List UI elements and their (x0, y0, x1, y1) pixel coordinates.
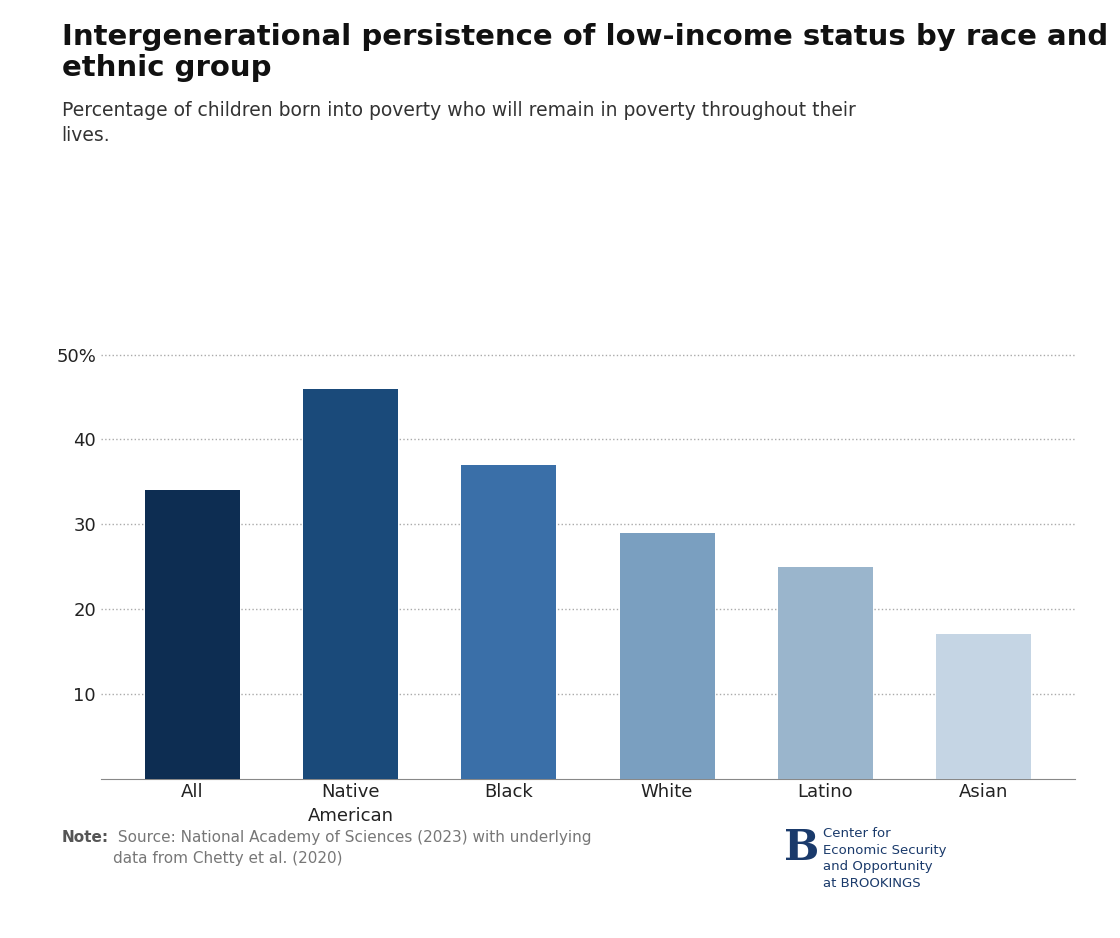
Bar (461, 465, 557, 779)
Text: Percentage of children born into poverty who will remain in poverty throughout t: Percentage of children born into poverty… (62, 101, 856, 120)
Text: Source: National Academy of Sciences (2023) with underlying
data from Chetty et : Source: National Academy of Sciences (20… (113, 830, 591, 866)
Bar (146, 491, 240, 779)
Bar (619, 533, 715, 779)
Text: ethnic group: ethnic group (62, 54, 271, 83)
Text: Intergenerational persistence of low-income status by race and: Intergenerational persistence of low-inc… (62, 23, 1108, 52)
Bar (304, 388, 399, 779)
Text: B: B (784, 827, 819, 870)
Bar (777, 567, 872, 779)
Text: lives.: lives. (62, 126, 110, 144)
Text: Center for
Economic Security
and Opportunity
at BROOKINGS: Center for Economic Security and Opportu… (823, 827, 946, 890)
Bar (936, 634, 1030, 779)
Text: Note:: Note: (62, 830, 109, 845)
